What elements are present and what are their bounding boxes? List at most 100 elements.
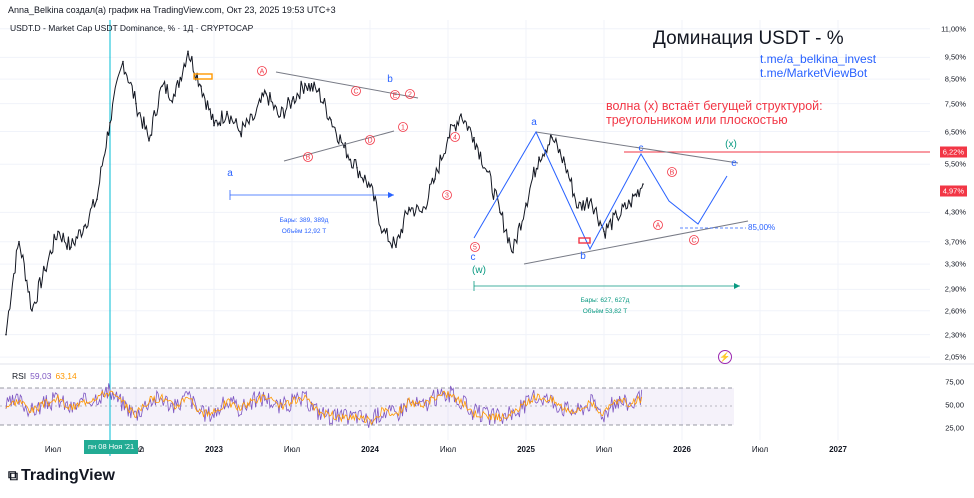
imp-label-3: 3: [445, 193, 449, 200]
time-label: Июл: [595, 445, 613, 454]
rsi-level-25: 25,00: [945, 423, 964, 433]
tri-label-A: A: [260, 69, 265, 76]
measure1-bars: Бары: 389, 389д: [280, 217, 329, 224]
price-point: [200, 85, 202, 87]
price-point: [356, 167, 358, 169]
price-label: 3,70%: [944, 237, 966, 247]
measure1-volume: Объём 12,92 T: [282, 227, 327, 235]
time-label: Июл: [44, 445, 62, 454]
wave-path: [473, 130, 728, 251]
price-point: [44, 269, 46, 271]
wave-label-b2: b: [580, 251, 586, 262]
rsi-line: [5, 383, 643, 428]
symbol-line: USDT.D - Market Cap USDT Dominance, % · …: [10, 23, 254, 33]
lightning-icon[interactable]: ⚡: [718, 350, 732, 364]
imp-label-1: 1: [401, 125, 405, 132]
date-marker: пн 08 Ноя '21: [84, 440, 139, 454]
rsi-ma-line: [5, 390, 643, 426]
time-label: 2027: [829, 445, 847, 454]
price-badge-red: 6,22%: [939, 146, 967, 158]
price-label: 2,30%: [944, 330, 966, 340]
price-point: [174, 95, 176, 97]
price-point: [161, 85, 163, 87]
wave-label-b1: b: [387, 74, 393, 85]
price-point: [239, 130, 241, 133]
telegram-link-2[interactable]: t.me/MarketViewBot: [760, 66, 868, 80]
tradingview-logo[interactable]: ⧉ TradingView: [8, 467, 115, 485]
price-point: [109, 121, 111, 124]
tradingview-logo-icon: ⧉: [8, 467, 18, 483]
measure-arrowhead-2: [734, 283, 740, 289]
wave-label-a2: a: [531, 117, 537, 128]
price-point: [421, 211, 423, 214]
annotation-line-1: волна (x) встаёт бегущей структурой:: [606, 99, 823, 113]
price-label: 5,50%: [944, 159, 966, 169]
price-point: [382, 230, 384, 233]
circled-labels: A B C D E 1 2 3 4 5 A B C: [257, 66, 699, 252]
price-point: [5, 333, 7, 336]
measure2-volume: Объём 53,82 T: [583, 307, 628, 315]
price-badge-current: 4,97%: [939, 185, 967, 197]
price-point: [512, 251, 514, 254]
price-point: [369, 185, 371, 188]
level-label: 85,00%: [748, 223, 775, 232]
triangle-upper-line-1: [275, 71, 419, 99]
rsi-series: [5, 383, 643, 428]
wave-label-c1: c: [471, 252, 476, 263]
rsi-legend: RSI 59,03 63,14: [12, 371, 77, 381]
date-marker-text: пн 08 Ноя '21: [88, 442, 135, 451]
rsi-label: RSI: [12, 371, 27, 381]
price-point: [551, 136, 553, 139]
price-line: [5, 51, 644, 335]
price-series: [5, 50, 644, 336]
price-point: [590, 198, 592, 200]
price-point: [135, 102, 137, 105]
time-label: 2026: [673, 445, 691, 454]
price-point: [317, 90, 319, 92]
price-point: [213, 124, 215, 127]
price-point: [265, 92, 267, 95]
abc2-label-B: B: [670, 170, 675, 177]
price-label: 2,90%: [944, 284, 966, 294]
author-line: Anna_Belkina создал(а) график на Trading…: [8, 5, 336, 15]
tri-label-D: D: [367, 138, 372, 145]
price-point: [525, 202, 527, 205]
price-label: 11,00%: [941, 24, 966, 34]
grid: [0, 20, 930, 440]
rsi-value-2: 63,14: [55, 371, 77, 381]
time-label: Июл: [751, 445, 769, 454]
price-point: [31, 309, 33, 312]
date-marker-suffix: 2: [138, 445, 144, 454]
price-point: [460, 113, 462, 116]
top-marker: [193, 73, 213, 80]
imp-label-5: 5: [473, 245, 477, 252]
wave-label-e: e: [731, 158, 737, 169]
annotation-text: волна (x) встаёт бегущей структурой: тре…: [606, 99, 823, 127]
price-point: [629, 202, 631, 205]
price-point: [538, 156, 540, 159]
price-label: 3,30%: [944, 259, 966, 269]
price-point: [603, 230, 605, 233]
annotation-line-2: треугольником или плоскостью: [606, 113, 788, 127]
measure-arrowhead-1: [388, 192, 394, 198]
time-label: Июл: [439, 445, 457, 454]
price-point: [473, 136, 475, 139]
rsi-level-75: 75,00: [945, 377, 964, 387]
telegram-link-1[interactable]: t.me/a_belkina_invest: [760, 52, 877, 66]
price-point: [187, 50, 189, 53]
time-label: 2025: [517, 445, 535, 454]
time-label: 2023: [205, 445, 223, 454]
price-point: [226, 110, 228, 113]
price-point: [343, 146, 345, 149]
chart-title: Доминация USDT - %: [653, 28, 844, 49]
price-label: 2,60%: [944, 306, 966, 316]
price-point: [70, 246, 72, 248]
price-label: 9,50%: [944, 52, 966, 62]
price-point: [642, 183, 644, 185]
price-label: 4,30%: [944, 207, 966, 217]
price-label: 7,50%: [944, 99, 966, 109]
imp-label-4: 4: [453, 135, 457, 142]
price-point: [395, 246, 397, 248]
triangle-lower-line-2: [523, 220, 749, 265]
